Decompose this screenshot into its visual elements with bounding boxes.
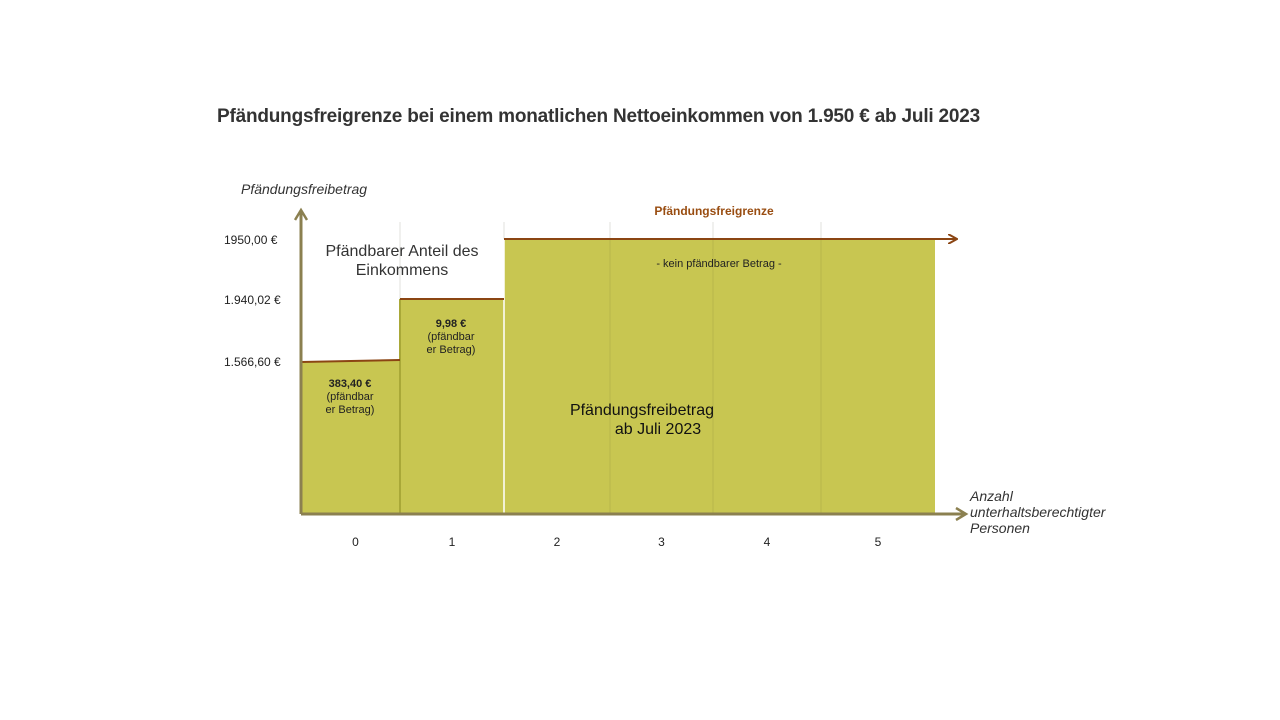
seizable-label-1-line: (pfändbar (427, 331, 474, 343)
freibetrag-annotation-line: ab Juli 2023 (615, 421, 701, 438)
x-axis-label-line: Personen (970, 520, 1030, 536)
seizable-label-1-line: 9,98 € (436, 318, 467, 330)
pfaendbar-anteil-annotation-line: Pfändbarer Anteil des (326, 243, 479, 260)
y-tick-label: 1.940,02 € (224, 293, 281, 307)
seizable-label-0-line: 383,40 € (329, 378, 372, 390)
x-tick-label-1: 1 (449, 535, 456, 549)
bar-top-line-0 (300, 359, 401, 363)
pfaendbar-anteil-annotation: Pfändbarer Anteil des Einkommens (326, 243, 479, 279)
x-tick-label-3: 3 (658, 535, 665, 549)
freibetrag-annotation: Pfändungsfreibetrag ab Juli 2023 (570, 402, 714, 438)
kein-betrag-annotation: - kein pfändbarer Betrag - (656, 258, 782, 270)
seizable-label-0-line: er Betrag) (326, 404, 375, 416)
y-tick-label: 1950,00 € (224, 233, 278, 247)
x-axis-label-line: Anzahl (969, 488, 1014, 504)
bar-0 (301, 361, 400, 514)
pfaendbar-anteil-annotation-line: Einkommens (356, 262, 448, 279)
bar-2 (504, 239, 610, 514)
x-tick-label-4: 4 (764, 535, 771, 549)
y-tick-label: 1.566,60 € (224, 355, 281, 369)
x-tick-label-5: 5 (875, 535, 882, 549)
bar-4 (713, 239, 821, 514)
limit-label: Pfändungsfreigrenze (654, 204, 774, 218)
x-axis-label-line: unterhaltsberechtigter (970, 504, 1107, 520)
chart-title: Pfändungsfreigrenze bei einem monatliche… (217, 106, 981, 127)
bar-5 (821, 239, 935, 514)
seizable-label-1-line: er Betrag) (427, 344, 476, 356)
bar-3 (610, 239, 713, 514)
x-tick-label-2: 2 (554, 535, 561, 549)
seizable-label-0: 383,40 € (pfändbar er Betrag) (326, 378, 375, 416)
seizable-label-1: 9,98 € (pfändbar er Betrag) (427, 318, 476, 356)
y-axis-label: Pfändungsfreibetrag (241, 181, 367, 197)
freibetrag-annotation-line: Pfändungsfreibetrag (570, 402, 714, 419)
seizable-label-0-line: (pfändbar (326, 391, 373, 403)
x-tick-label-0: 0 (352, 535, 359, 549)
x-axis-label: Anzahl unterhaltsberechtigter Personen (969, 488, 1107, 536)
bar-1 (400, 299, 504, 514)
